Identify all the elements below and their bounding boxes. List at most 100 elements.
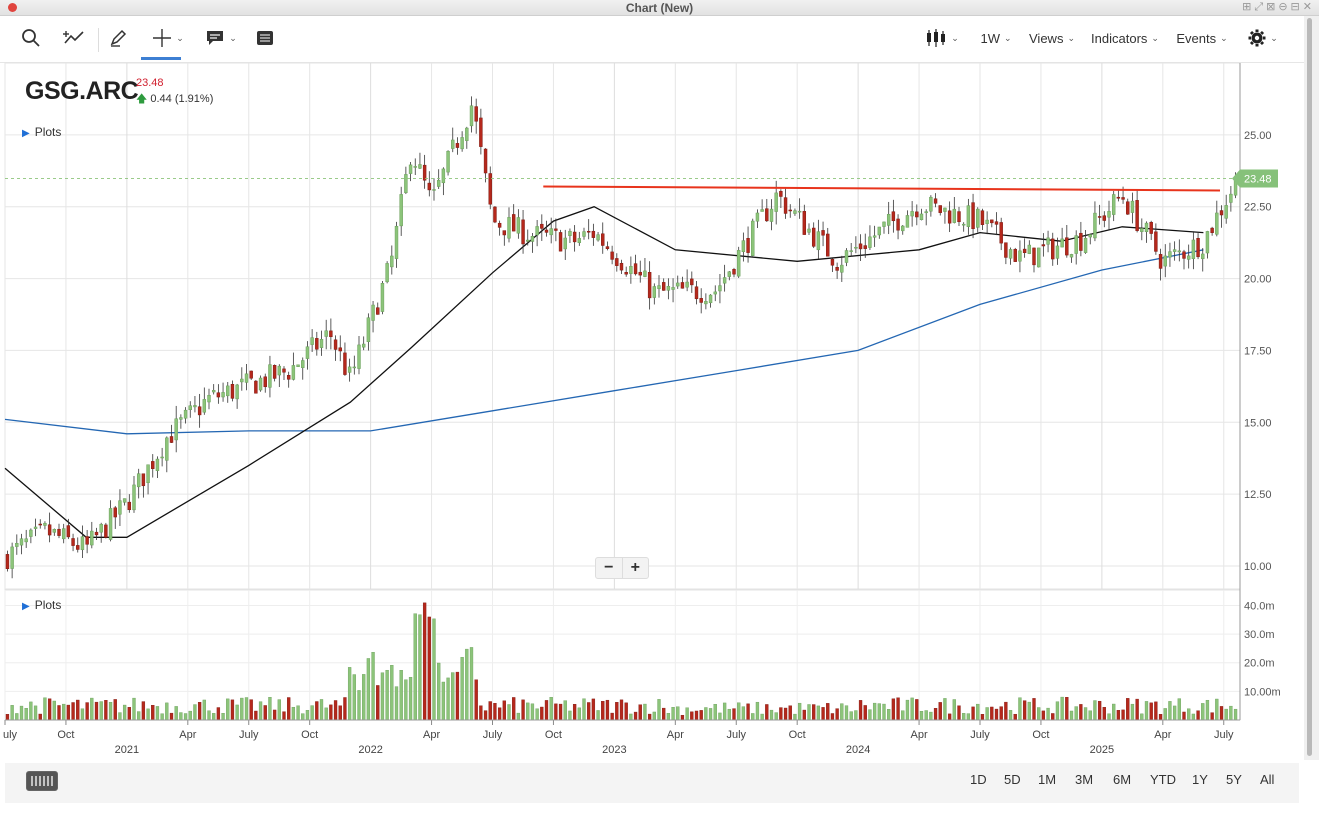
close-window-button[interactable] (8, 3, 17, 12)
volume-bar (329, 704, 333, 721)
volume-bar (132, 697, 136, 721)
range-6m[interactable]: 6M (1113, 772, 1132, 787)
volume-bar (263, 705, 267, 721)
range-1d[interactable]: 1D (970, 772, 987, 787)
candle-body (1144, 222, 1149, 233)
candle-body (1116, 196, 1121, 199)
price-change: 🡅 0.44 (1.91%) (136, 93, 214, 105)
volume-bar (1224, 708, 1228, 721)
candle-body (1079, 232, 1083, 251)
volume-bar (1158, 714, 1163, 721)
candle-body (38, 523, 42, 526)
events-dropdown[interactable]: Events ⌄ (1176, 30, 1228, 46)
volume-bar (296, 705, 300, 721)
keyboard-icon[interactable] (26, 771, 58, 791)
candle-body (1093, 212, 1097, 239)
volume-bar (535, 708, 539, 721)
volume-bar (985, 707, 989, 721)
volume-bar (258, 701, 263, 721)
candle-body (530, 236, 535, 242)
range-all[interactable]: All (1260, 772, 1275, 787)
indicators-dropdown[interactable]: Indicators ⌄ (1091, 30, 1159, 46)
candle-body (301, 360, 305, 368)
price-chart[interactable]: 25.00 22.50 20.00 17.50 15.00 12.50 10.00 40.0m… (0, 0, 1304, 760)
volume-bar (230, 699, 235, 721)
window-controls[interactable]: ⊞⤢⊠⊖⊟✕ (1242, 1, 1315, 13)
candle-body (1097, 216, 1102, 218)
candle-body (661, 282, 666, 291)
volume-bar (657, 699, 661, 721)
range-3m[interactable]: 3M (1075, 772, 1094, 787)
candle-body (568, 230, 572, 236)
draw-tool-button[interactable] (105, 24, 131, 52)
volume-bar (910, 697, 914, 721)
range-5d[interactable]: 5D (1004, 772, 1021, 787)
volume-bar (1154, 701, 1158, 721)
volume-bar (1041, 710, 1046, 721)
interval-dropdown[interactable]: 1W ⌄ (980, 30, 1012, 46)
range-1m[interactable]: 1M (1038, 772, 1057, 787)
volume-bar (1097, 700, 1102, 721)
search-button[interactable] (18, 24, 44, 52)
chart-type-button[interactable]: ⌄ (920, 24, 964, 52)
settings-button[interactable]: ⌄ (1246, 24, 1280, 52)
zoom-out-button[interactable]: − (604, 559, 614, 576)
candle-body (113, 507, 117, 518)
candle-body (80, 536, 85, 551)
volume-bar (1210, 712, 1214, 721)
candle-body (432, 189, 436, 191)
candle-body (849, 250, 853, 252)
candle-body (511, 214, 516, 232)
candle-body (258, 377, 263, 391)
crosshair-button[interactable]: ⌄ (146, 24, 190, 52)
candle-body (521, 219, 525, 245)
volume-bar (347, 667, 352, 721)
volume-bar (108, 702, 113, 721)
volume-bar (179, 712, 183, 721)
candle-body (1069, 254, 1074, 258)
candle-body (558, 232, 563, 252)
candle-body (854, 246, 858, 249)
volume-bar (282, 711, 286, 721)
candle-body (713, 291, 717, 295)
views-dropdown[interactable]: Views ⌄ (1029, 30, 1075, 46)
candle-body (615, 258, 619, 266)
candle-body (493, 206, 497, 223)
volume-bar (1130, 703, 1135, 721)
candle-body (610, 251, 614, 260)
candle-body (1126, 201, 1130, 215)
volume-bar (1069, 710, 1074, 721)
candle-body (563, 237, 567, 250)
annotation-button[interactable]: ⌄ (200, 24, 242, 52)
month-tick-label: July (239, 729, 259, 741)
gear-icon (1248, 29, 1266, 47)
zoom-in-button[interactable]: + (621, 558, 649, 578)
volume-bar (291, 706, 296, 721)
volume-plots-toggle[interactable]: ▶ Plots (22, 598, 62, 612)
vertical-scrollbar[interactable] (1304, 16, 1319, 760)
plots-toggle[interactable]: ▶ Plots (22, 125, 62, 139)
range-5y[interactable]: 5Y (1226, 772, 1242, 787)
volume-bar (788, 705, 792, 721)
candle-body (540, 223, 544, 229)
range-ytd[interactable]: YTD (1150, 772, 1176, 787)
volume-bar (1233, 708, 1238, 721)
volume-bar (807, 704, 811, 721)
candle-body (736, 250, 741, 277)
add-study-button[interactable] (60, 24, 86, 52)
range-1y[interactable]: 1Y (1192, 772, 1208, 787)
candle-body (268, 364, 272, 388)
volume-bar (1083, 707, 1088, 721)
scrollbar-thumb[interactable] (1307, 18, 1312, 756)
candle-body (816, 231, 821, 251)
candle-body (704, 301, 708, 305)
candle-body (741, 240, 746, 252)
volume-bar (1168, 701, 1172, 721)
data-window-button[interactable] (252, 24, 278, 52)
chevron-down-icon: ⌄ (1067, 32, 1075, 43)
candle-body (146, 464, 150, 484)
volume-bar (212, 713, 216, 721)
candle-body (1229, 193, 1233, 203)
year-tick-label: 2023 (602, 744, 626, 756)
volume-bar (52, 700, 56, 721)
